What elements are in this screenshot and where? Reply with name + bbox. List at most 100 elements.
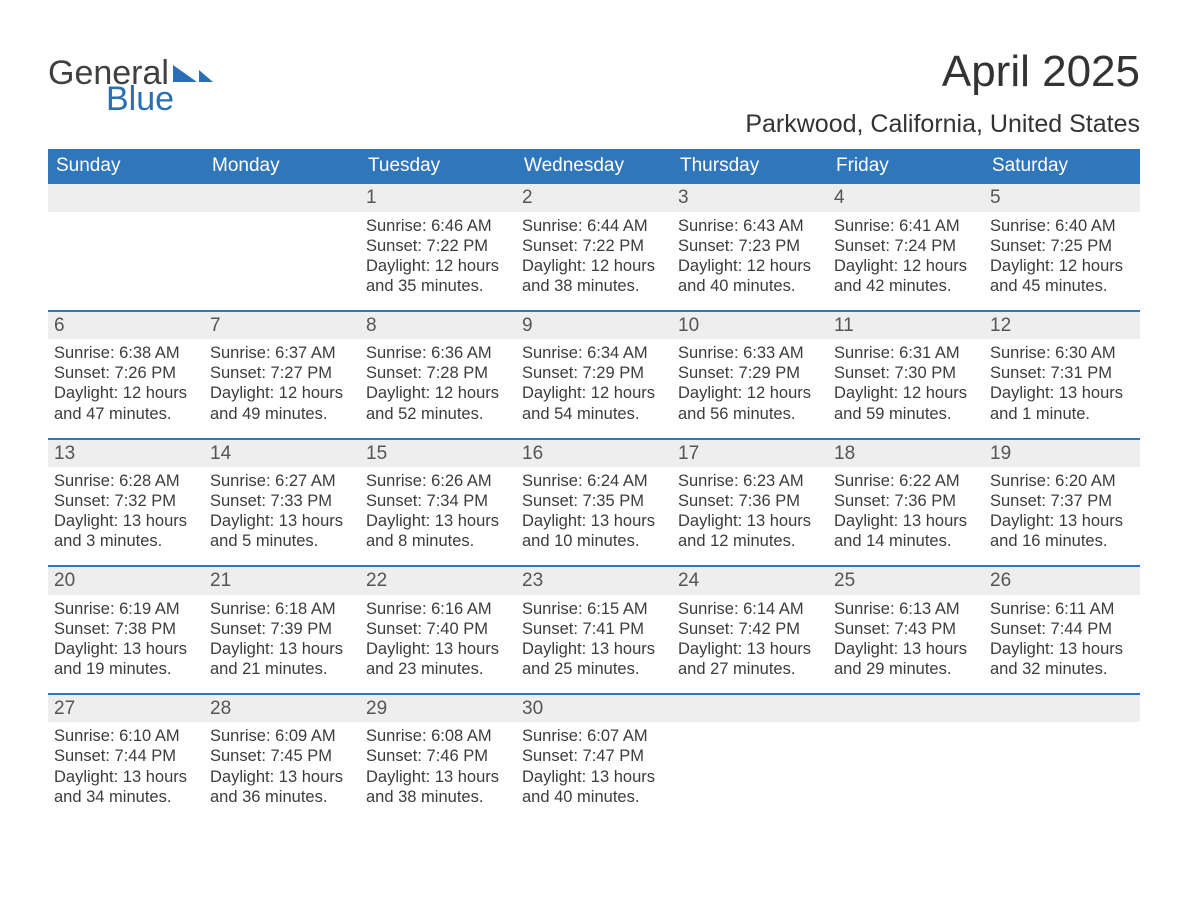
sunrise-line: Sunrise: 6:37 AM: [210, 343, 354, 363]
sunrise-line: Sunrise: 6:19 AM: [54, 599, 198, 619]
day-number-cell: 25: [828, 566, 984, 594]
daylight-line: Daylight: 12 hours and 40 minutes.: [678, 256, 822, 296]
day-number-cell: 10: [672, 311, 828, 339]
page-header: General Blue April 2025 Parkwood, Califo…: [48, 48, 1140, 139]
day-number-cell: [672, 694, 828, 722]
sunrise-line: Sunrise: 6:22 AM: [834, 471, 978, 491]
day-number-cell: 13: [48, 439, 204, 467]
sunset-line: Sunset: 7:33 PM: [210, 491, 354, 511]
detail-row: Sunrise: 6:10 AMSunset: 7:44 PMDaylight:…: [48, 722, 1140, 821]
day-detail-cell: Sunrise: 6:44 AMSunset: 7:22 PMDaylight:…: [516, 212, 672, 312]
day-number-cell: 1: [360, 184, 516, 211]
sunset-line: Sunset: 7:29 PM: [678, 363, 822, 383]
sunset-line: Sunset: 7:37 PM: [990, 491, 1134, 511]
daylight-line: Daylight: 13 hours and 27 minutes.: [678, 639, 822, 679]
sunrise-line: Sunrise: 6:30 AM: [990, 343, 1134, 363]
day-number-cell: 11: [828, 311, 984, 339]
calendar-table: Sunday Monday Tuesday Wednesday Thursday…: [48, 149, 1140, 820]
sunrise-line: Sunrise: 6:07 AM: [522, 726, 666, 746]
location-subtitle: Parkwood, California, United States: [745, 110, 1140, 139]
detail-row: Sunrise: 6:19 AMSunset: 7:38 PMDaylight:…: [48, 595, 1140, 695]
day-number-cell: 5: [984, 184, 1140, 211]
day-detail-cell: Sunrise: 6:18 AMSunset: 7:39 PMDaylight:…: [204, 595, 360, 695]
day-number-cell: 16: [516, 439, 672, 467]
sunset-line: Sunset: 7:25 PM: [990, 236, 1134, 256]
daylight-line: Daylight: 12 hours and 42 minutes.: [834, 256, 978, 296]
day-detail-cell: Sunrise: 6:31 AMSunset: 7:30 PMDaylight:…: [828, 339, 984, 439]
day-number-cell: 23: [516, 566, 672, 594]
sunrise-line: Sunrise: 6:15 AM: [522, 599, 666, 619]
daylight-line: Daylight: 13 hours and 34 minutes.: [54, 767, 198, 807]
brand-word-2: Blue: [106, 82, 213, 116]
daylight-line: Daylight: 12 hours and 38 minutes.: [522, 256, 666, 296]
day-detail-cell: Sunrise: 6:41 AMSunset: 7:24 PMDaylight:…: [828, 212, 984, 312]
day-detail-cell: Sunrise: 6:08 AMSunset: 7:46 PMDaylight:…: [360, 722, 516, 821]
day-detail-cell: Sunrise: 6:36 AMSunset: 7:28 PMDaylight:…: [360, 339, 516, 439]
sunset-line: Sunset: 7:28 PM: [366, 363, 510, 383]
day-number-cell: 4: [828, 184, 984, 211]
sunrise-line: Sunrise: 6:46 AM: [366, 216, 510, 236]
sunrise-line: Sunrise: 6:14 AM: [678, 599, 822, 619]
sunset-line: Sunset: 7:22 PM: [366, 236, 510, 256]
day-detail-cell: Sunrise: 6:28 AMSunset: 7:32 PMDaylight:…: [48, 467, 204, 567]
daylight-line: Daylight: 13 hours and 16 minutes.: [990, 511, 1134, 551]
sunrise-line: Sunrise: 6:43 AM: [678, 216, 822, 236]
day-detail-cell: Sunrise: 6:40 AMSunset: 7:25 PMDaylight:…: [984, 212, 1140, 312]
daynum-row: 27282930: [48, 694, 1140, 722]
day-detail-cell: Sunrise: 6:43 AMSunset: 7:23 PMDaylight:…: [672, 212, 828, 312]
day-number-cell: 30: [516, 694, 672, 722]
daylight-line: Daylight: 12 hours and 49 minutes.: [210, 383, 354, 423]
day-number-cell: 26: [984, 566, 1140, 594]
sunrise-line: Sunrise: 6:08 AM: [366, 726, 510, 746]
month-title: April 2025: [745, 48, 1140, 96]
weekday-header: Monday: [204, 149, 360, 184]
day-number-cell: 29: [360, 694, 516, 722]
day-number-cell: 28: [204, 694, 360, 722]
sunset-line: Sunset: 7:31 PM: [990, 363, 1134, 383]
sunrise-line: Sunrise: 6:24 AM: [522, 471, 666, 491]
day-number-cell: 19: [984, 439, 1140, 467]
day-detail-cell: Sunrise: 6:33 AMSunset: 7:29 PMDaylight:…: [672, 339, 828, 439]
detail-row: Sunrise: 6:38 AMSunset: 7:26 PMDaylight:…: [48, 339, 1140, 439]
day-detail-cell: [984, 722, 1140, 821]
day-number-cell: [984, 694, 1140, 722]
sunset-line: Sunset: 7:45 PM: [210, 746, 354, 766]
brand-logo: General Blue: [48, 48, 213, 116]
day-detail-cell: Sunrise: 6:24 AMSunset: 7:35 PMDaylight:…: [516, 467, 672, 567]
day-number-cell: 18: [828, 439, 984, 467]
day-detail-cell: [672, 722, 828, 821]
weekday-header: Thursday: [672, 149, 828, 184]
daylight-line: Daylight: 13 hours and 36 minutes.: [210, 767, 354, 807]
day-number-cell: 8: [360, 311, 516, 339]
daylight-line: Daylight: 13 hours and 25 minutes.: [522, 639, 666, 679]
day-number-cell: 12: [984, 311, 1140, 339]
day-number-cell: 3: [672, 184, 828, 211]
sunrise-line: Sunrise: 6:41 AM: [834, 216, 978, 236]
daylight-line: Daylight: 13 hours and 3 minutes.: [54, 511, 198, 551]
daylight-line: Daylight: 12 hours and 45 minutes.: [990, 256, 1134, 296]
calendar-page: General Blue April 2025 Parkwood, Califo…: [0, 0, 1188, 851]
sunrise-line: Sunrise: 6:20 AM: [990, 471, 1134, 491]
weekday-header-row: Sunday Monday Tuesday Wednesday Thursday…: [48, 149, 1140, 184]
day-detail-cell: Sunrise: 6:27 AMSunset: 7:33 PMDaylight:…: [204, 467, 360, 567]
sunset-line: Sunset: 7:47 PM: [522, 746, 666, 766]
day-number-cell: 14: [204, 439, 360, 467]
sunrise-line: Sunrise: 6:10 AM: [54, 726, 198, 746]
day-detail-cell: Sunrise: 6:38 AMSunset: 7:26 PMDaylight:…: [48, 339, 204, 439]
sunrise-line: Sunrise: 6:26 AM: [366, 471, 510, 491]
sunrise-line: Sunrise: 6:13 AM: [834, 599, 978, 619]
sunset-line: Sunset: 7:30 PM: [834, 363, 978, 383]
daylight-line: Daylight: 13 hours and 14 minutes.: [834, 511, 978, 551]
sunset-line: Sunset: 7:42 PM: [678, 619, 822, 639]
day-number-cell: 7: [204, 311, 360, 339]
sunset-line: Sunset: 7:36 PM: [678, 491, 822, 511]
day-number-cell: 15: [360, 439, 516, 467]
sunset-line: Sunset: 7:44 PM: [54, 746, 198, 766]
day-number-cell: 21: [204, 566, 360, 594]
detail-row: Sunrise: 6:28 AMSunset: 7:32 PMDaylight:…: [48, 467, 1140, 567]
day-detail-cell: Sunrise: 6:26 AMSunset: 7:34 PMDaylight:…: [360, 467, 516, 567]
day-detail-cell: [204, 212, 360, 312]
day-number-cell: 22: [360, 566, 516, 594]
day-detail-cell: [48, 212, 204, 312]
day-detail-cell: Sunrise: 6:30 AMSunset: 7:31 PMDaylight:…: [984, 339, 1140, 439]
